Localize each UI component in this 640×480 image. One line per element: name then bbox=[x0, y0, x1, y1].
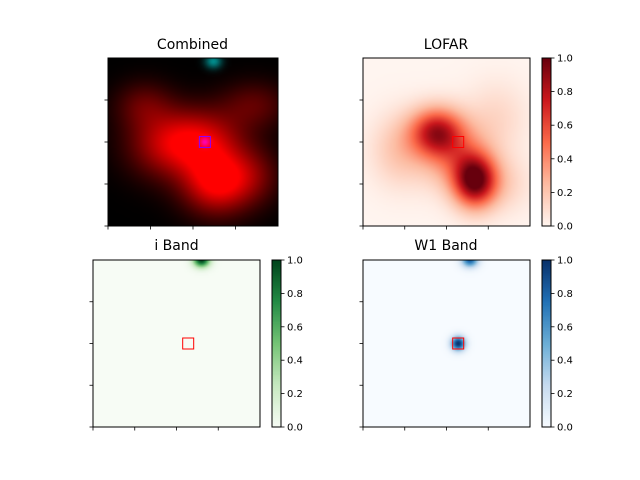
colorbar bbox=[272, 260, 281, 427]
colorbar-tick-label: 1.0 bbox=[557, 54, 573, 65]
heatmap-image bbox=[363, 260, 530, 427]
colorbar-tick-label: 0.4 bbox=[287, 356, 303, 367]
colorbar-tick-label: 0.4 bbox=[557, 154, 573, 165]
axis-ticks bbox=[359, 99, 489, 230]
source-marker bbox=[182, 337, 195, 350]
colorbar bbox=[542, 58, 551, 226]
colorbar-tick-label: 0.2 bbox=[557, 188, 573, 199]
panel-i-band: i Band 0.0 0.2 0.4 0.6 0.8 1.0 bbox=[89, 238, 303, 434]
colorbar-tick-label: 0.8 bbox=[557, 289, 573, 300]
colorbar bbox=[542, 260, 551, 427]
colorbar-tick-label: 1.0 bbox=[557, 256, 573, 267]
colorbar-tick-label: 0.6 bbox=[287, 322, 303, 333]
colorbar-tick-label: 0.6 bbox=[557, 322, 573, 333]
heatmap-image bbox=[93, 260, 260, 427]
colorbar-ticks: 0.0 0.2 0.4 0.6 0.8 1.0 bbox=[551, 256, 573, 434]
panel-w1-band: W1 Band 0.0 0.2 0.4 0.6 0.8 1.0 bbox=[359, 238, 573, 434]
colorbar-tick-label: 0.0 bbox=[557, 222, 573, 233]
colorbar-tick-label: 0.6 bbox=[557, 121, 573, 132]
panel-title: LOFAR bbox=[424, 37, 469, 53]
colorbar-tick-label: 0.8 bbox=[557, 87, 573, 98]
heatmap-image bbox=[108, 58, 278, 226]
axis-ticks bbox=[89, 301, 219, 431]
colorbar-tick-label: 0.2 bbox=[287, 389, 303, 400]
source-marker bbox=[198, 136, 211, 148]
axis-ticks bbox=[104, 99, 236, 230]
colorbar-tick-label: 1.0 bbox=[287, 256, 303, 267]
panel-combined: Combined bbox=[104, 37, 279, 230]
panel-lofar: LOFAR 0.0 0.2 0.4 0.6 0.8 1.0 bbox=[359, 37, 573, 233]
colorbar-tick-label: 0.0 bbox=[287, 423, 303, 434]
colorbar-frame bbox=[541, 259, 552, 428]
source-marker bbox=[452, 136, 465, 148]
colorbar-ticks: 0.0 0.2 0.4 0.6 0.8 1.0 bbox=[551, 54, 573, 233]
panel-title: Combined bbox=[157, 37, 228, 53]
panel-title: W1 Band bbox=[414, 238, 477, 254]
colorbar-tick-label: 0.8 bbox=[287, 289, 303, 300]
heatmap-image bbox=[363, 58, 530, 226]
panel-title: i Band bbox=[154, 238, 198, 254]
colorbar-frame bbox=[271, 259, 282, 428]
colorbar-tick-label: 0.4 bbox=[557, 356, 573, 367]
colorbar-tick-label: 0.2 bbox=[557, 389, 573, 400]
colorbar-frame bbox=[541, 57, 552, 227]
colorbar-ticks: 0.0 0.2 0.4 0.6 0.8 1.0 bbox=[281, 256, 303, 434]
colorbar-tick-label: 0.0 bbox=[557, 423, 573, 434]
axis-ticks bbox=[359, 301, 489, 431]
source-marker bbox=[452, 337, 465, 350]
